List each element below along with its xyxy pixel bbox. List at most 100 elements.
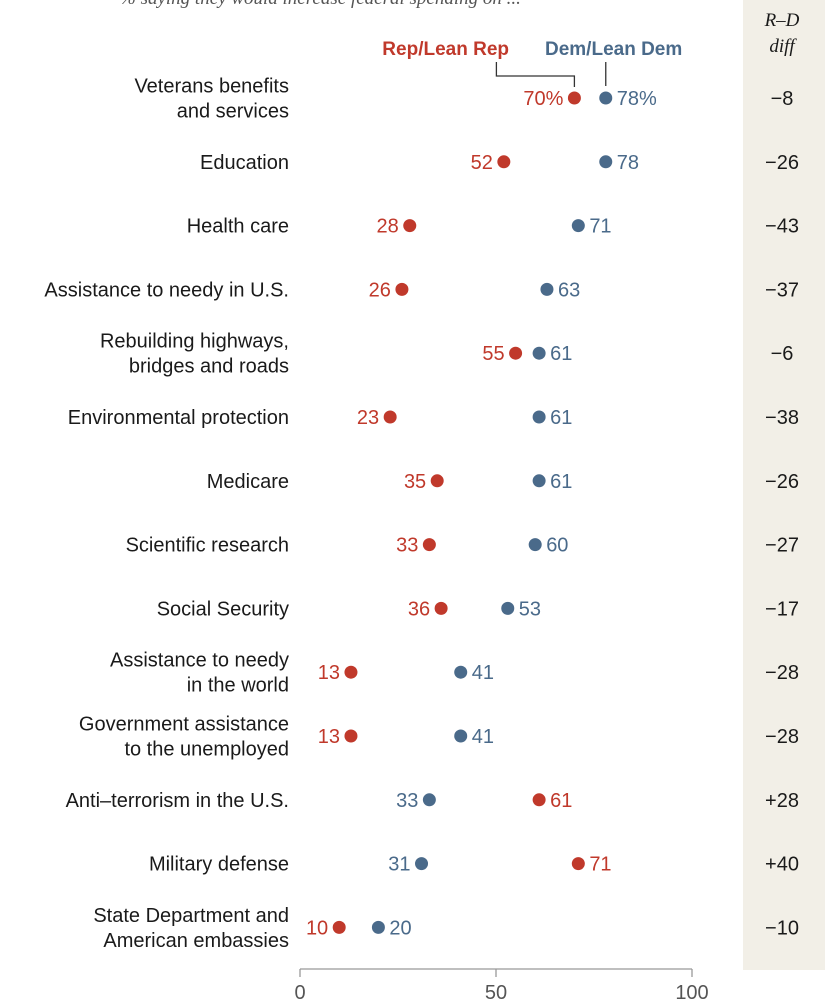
dem-value-label: 53: [519, 598, 541, 620]
dem-value-label: 63: [558, 279, 580, 301]
rep-dot: [497, 155, 511, 169]
diff-value: −37: [765, 279, 799, 301]
category-label: Environmental protection: [68, 407, 289, 429]
rep-dot: [422, 538, 436, 552]
legend-rep-label: Rep/Lean Rep: [382, 39, 509, 60]
diff-value: −27: [765, 535, 799, 557]
dem-dot: [422, 793, 436, 807]
diff-header-line2: diff: [769, 36, 797, 57]
chart-subtitle: % saying they would increase federal spe…: [120, 0, 521, 9]
category-label: Assistance to needy: [110, 650, 289, 672]
category-label: Social Security: [157, 598, 289, 620]
category-label: Health care: [187, 216, 289, 238]
dem-value-label: 78%: [617, 88, 657, 110]
rep-value-label: 33: [396, 535, 418, 557]
rep-dot: [383, 410, 397, 424]
rep-dot: [344, 665, 358, 679]
legend-rep-leader-line: [495, 62, 576, 87]
diff-value: −6: [771, 343, 794, 365]
dem-dot: [532, 474, 546, 488]
rep-value-label: 28: [377, 216, 399, 238]
rep-dot: [532, 793, 546, 807]
diff-value: −28: [765, 726, 799, 748]
category-label: and services: [177, 101, 289, 123]
diff-value: −43: [765, 216, 799, 238]
row: Rebuilding highways, bridges and roads 55 6…: [100, 331, 793, 378]
dem-value-label: 41: [472, 662, 494, 684]
dem-dot: [540, 282, 554, 296]
diff-value: −10: [765, 917, 799, 939]
dem-value-label: 61: [550, 343, 572, 365]
category-label: Veterans benefits: [134, 76, 289, 98]
rep-value-label: 36: [408, 598, 430, 620]
dem-dot: [599, 91, 613, 105]
diff-header-line1: R–D: [764, 10, 800, 31]
category-label: American embassies: [103, 930, 289, 952]
dem-dot: [532, 346, 546, 360]
dem-value-label: 41: [472, 726, 494, 748]
dem-value-label: 20: [389, 917, 411, 939]
row: Education 52 78 −26: [200, 152, 799, 174]
category-label: Military defense: [149, 854, 289, 876]
dem-dot: [415, 857, 429, 871]
rep-value-label: 10: [306, 917, 328, 939]
row: Scientific research 33 60 −27: [126, 535, 799, 557]
rep-value-label: 23: [357, 407, 379, 429]
diff-value: −8: [771, 88, 794, 110]
rep-dot: [571, 857, 585, 871]
x-tick-label: 50: [485, 982, 507, 1004]
row: Government assistance to the unemployed 13…: [79, 714, 799, 761]
diff-value: −26: [765, 471, 799, 493]
diff-value: −26: [765, 152, 799, 174]
diff-value: +40: [765, 854, 799, 876]
rep-dot: [434, 601, 448, 615]
category-label: Anti–terrorism in the U.S.: [66, 790, 289, 812]
dem-value-label: 78: [617, 152, 639, 174]
row: Military defense 71 31 +40: [149, 854, 799, 876]
category-label: Medicare: [207, 471, 289, 493]
rep-dot: [344, 729, 358, 743]
row: Medicare 35 61 −26: [207, 471, 799, 493]
rep-value-label: 71: [589, 854, 611, 876]
dem-value-label: 60: [546, 535, 568, 557]
category-label: to the unemployed: [124, 739, 289, 761]
rep-value-label: 35: [404, 471, 426, 493]
diff-column-background: [743, 0, 825, 970]
rep-dot: [403, 219, 417, 233]
category-label: Rebuilding highways,: [100, 331, 289, 353]
rep-dot: [509, 346, 523, 360]
rep-value-label: 26: [369, 279, 391, 301]
category-label: State Department and: [93, 905, 289, 927]
row: Social Security 36 53 −17: [157, 598, 799, 620]
category-label: Scientific research: [126, 535, 289, 557]
rep-value-label: 52: [471, 152, 493, 174]
row: Assistance to needy in U.S. 26 63 −37: [44, 279, 799, 301]
dem-dot: [454, 665, 468, 679]
category-label: bridges and roads: [129, 356, 289, 378]
row: Environmental protection 23 61 −38: [68, 407, 799, 429]
rep-value-label: 70%: [523, 88, 563, 110]
row: Health care 28 71 −43: [187, 216, 799, 238]
dem-dot: [532, 410, 546, 424]
diff-value: −17: [765, 598, 799, 620]
rep-value-label: 61: [550, 790, 572, 812]
legend-dem-label: Dem/Lean Dem: [545, 39, 682, 60]
dem-value-label: 61: [550, 407, 572, 429]
dem-dot: [599, 155, 613, 169]
row: State Department and American embassies 10…: [93, 905, 799, 952]
dem-value-label: 71: [589, 216, 611, 238]
rep-dot: [430, 474, 444, 488]
x-tick-label: 0: [294, 982, 305, 1004]
rep-dot: [395, 282, 409, 296]
category-label: Education: [200, 152, 289, 174]
dem-dot: [454, 729, 468, 743]
dem-value-label: 61: [550, 471, 572, 493]
dem-value-label: 33: [396, 790, 418, 812]
rep-value-label: 13: [318, 726, 340, 748]
category-label: Assistance to needy in U.S.: [44, 279, 289, 301]
dem-value-label: 31: [388, 854, 410, 876]
category-label: Government assistance: [79, 714, 289, 736]
row: Assistance to needy in the world 13 41 −28: [110, 650, 799, 697]
dem-dot: [501, 601, 515, 615]
